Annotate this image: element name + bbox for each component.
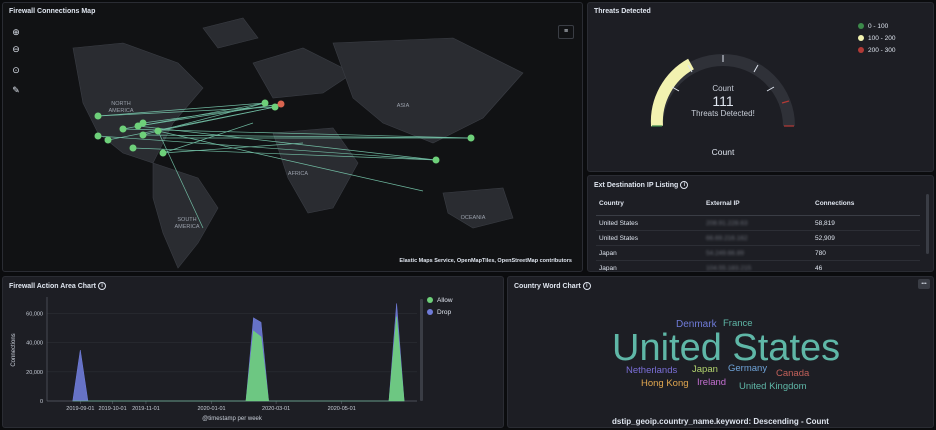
- map-point: [154, 127, 162, 135]
- word-cloud-footer: dstip_geoip.country_name.keyword: Descen…: [612, 417, 829, 426]
- map-panel: NORTH AMERICA ASIA AFRICA SOUTH AMERICA …: [2, 2, 583, 272]
- table-row: Japan 54.249.66.89 780: [596, 245, 920, 261]
- word-japan[interactable]: Japan: [692, 364, 718, 375]
- gauge-value: 111: [712, 93, 734, 109]
- table-row: Japan 104.55.183.215 46: [596, 260, 920, 271]
- compass-icon[interactable]: ⊙: [12, 65, 20, 75]
- world-map[interactable]: NORTH AMERICA ASIA AFRICA SOUTH AMERICA …: [3, 3, 583, 272]
- map-attribution: Elastic Maps Service, OpenMapTiles, Open…: [399, 258, 572, 264]
- x-axis-label: @timestamp per week: [202, 416, 263, 422]
- column-header-country[interactable]: Country: [596, 196, 703, 216]
- info-icon[interactable]: i: [582, 282, 591, 290]
- info-icon[interactable]: i: [98, 282, 107, 290]
- word-denmark[interactable]: Denmark: [676, 319, 717, 330]
- label-south-america: SOUTH: [177, 217, 196, 223]
- gauge-legend-item[interactable]: 100 - 200: [858, 35, 895, 42]
- map-point: [104, 136, 112, 144]
- area-chart-panel: Firewall Action Area Chart i 0 20,000 40,00…: [2, 276, 504, 428]
- connection-points: [94, 99, 475, 164]
- draw-tool-icon[interactable]: ✎: [12, 85, 20, 95]
- word-hong-kong[interactable]: Hong Kong: [641, 378, 689, 389]
- y-axis-label: Connections: [11, 333, 17, 366]
- word-united-kingdom[interactable]: United Kingdom: [739, 381, 807, 392]
- gauge-chart: [650, 54, 795, 127]
- map-title: Firewall Connections Map: [9, 8, 96, 15]
- table-row: United States 208.91.228.63 58,819: [596, 215, 920, 231]
- info-icon[interactable]: i: [680, 181, 689, 189]
- gauge-footer: Count: [711, 147, 735, 157]
- panel-menu-button[interactable]: •••: [918, 279, 930, 289]
- word-ireland[interactable]: Ireland: [697, 377, 727, 388]
- ip-table: Country External IP Connections United S…: [596, 196, 920, 271]
- word-cloud-panel: Country Word Chart i ••• Denmark France U…: [507, 276, 934, 428]
- map-point: [159, 149, 167, 157]
- label-north-america: NORTH: [111, 101, 130, 107]
- area-chart[interactable]: 0 20,000 40,000 60,000 2019-09-01 2019-10-01 2…: [3, 277, 504, 428]
- ip-table-title: Ext Destination IP Listing i: [594, 181, 689, 189]
- zoom-out-icon[interactable]: ⊖: [12, 44, 20, 54]
- x-tick-label: 2019-10-01: [99, 406, 127, 412]
- map-point: [261, 99, 269, 107]
- gauge-legend-item[interactable]: 200 - 300: [858, 47, 895, 54]
- map-labels: NORTH AMERICA ASIA AFRICA SOUTH AMERICA …: [108, 101, 485, 230]
- x-tick-label: 2019-11-01: [132, 406, 160, 412]
- word-france[interactable]: France: [723, 318, 753, 329]
- y-tick-label: 60,000: [26, 312, 43, 318]
- svg-text:AMERICA: AMERICA: [108, 108, 133, 114]
- word-cloud-title: Country Word Chart i: [514, 282, 591, 290]
- label-africa: AFRICA: [288, 171, 309, 177]
- word-canada[interactable]: Canada: [776, 368, 810, 379]
- label-oceania: OCEANIA: [461, 215, 486, 221]
- column-header-connections[interactable]: Connections: [812, 196, 920, 216]
- map-point: [94, 132, 102, 140]
- gauge-value-arc: [650, 58, 695, 127]
- map-point: [467, 134, 475, 142]
- map-point: [271, 103, 279, 111]
- area-series-drop[interactable]: [72, 303, 405, 402]
- x-tick-label: 2020-01-01: [197, 406, 225, 412]
- svg-text:AMERICA: AMERICA: [174, 224, 199, 230]
- gauge-sublabel: Threats Detected!: [691, 109, 755, 118]
- area-chart-title: Firewall Action Area Chart i: [9, 282, 107, 290]
- x-tick-label: 2019-09-01: [66, 406, 94, 412]
- word-united-states[interactable]: United States: [612, 327, 841, 369]
- connection-lines: [97, 102, 472, 229]
- chart-scrollbar[interactable]: [420, 299, 423, 401]
- map-point: [139, 119, 147, 127]
- area-legend-item[interactable]: Drop: [427, 309, 451, 316]
- x-tick-label: 2020-03-01: [262, 406, 290, 412]
- area-series-allow[interactable]: [72, 316, 405, 402]
- map-point: [129, 144, 137, 152]
- zoom-in-icon[interactable]: ⊕: [12, 27, 20, 37]
- table-row: United States 66.69.216.162 52,909: [596, 230, 920, 246]
- layers-icon[interactable]: ≡: [558, 25, 574, 39]
- ip-table-panel: Ext Destination IP Listing i Country Exte…: [587, 175, 934, 272]
- table-scrollbar[interactable]: [926, 194, 929, 254]
- legend-swatch: [858, 23, 864, 29]
- map-point-hot: [277, 100, 285, 108]
- y-tick-label: 40,000: [26, 341, 43, 347]
- gauge-label: Count: [712, 84, 734, 93]
- map-point: [119, 125, 127, 133]
- map-point: [139, 131, 147, 139]
- gauge-title: Threats Detected: [594, 8, 651, 15]
- word-germany[interactable]: Germany: [728, 363, 768, 374]
- column-header-external-ip[interactable]: External IP: [703, 196, 812, 216]
- y-tick-label: 20,000: [26, 370, 43, 376]
- x-tick-label: 2020-05-01: [328, 406, 356, 412]
- legend-swatch: [427, 297, 433, 303]
- y-tick-label: 0: [40, 399, 43, 405]
- legend-swatch: [427, 309, 433, 315]
- legend-swatch: [858, 35, 864, 41]
- word-netherlands[interactable]: Netherlands: [626, 365, 678, 376]
- map-point: [94, 112, 102, 120]
- label-asia: ASIA: [397, 103, 410, 109]
- gauge-panel: Threats Detected Count 111 Threats Detec…: [587, 2, 934, 172]
- gauge-legend-item[interactable]: 0 - 100: [858, 23, 888, 30]
- legend-swatch: [858, 47, 864, 53]
- map-point: [432, 156, 440, 164]
- area-legend-item[interactable]: Allow: [427, 297, 453, 304]
